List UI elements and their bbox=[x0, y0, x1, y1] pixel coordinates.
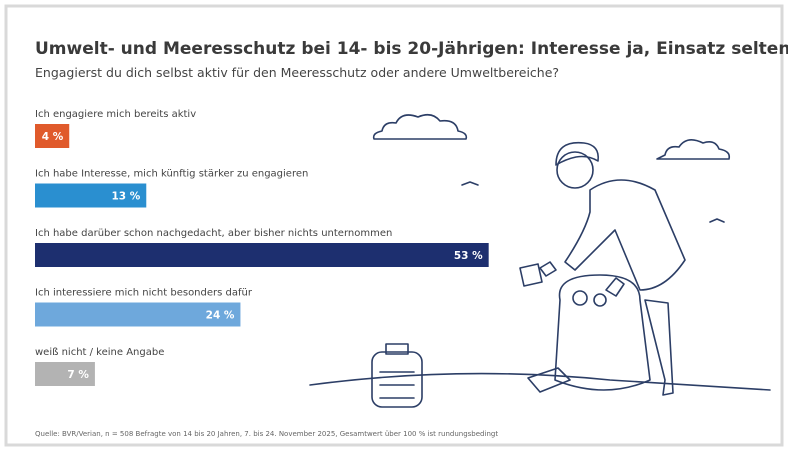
bar bbox=[35, 302, 241, 327]
category-label: Ich engagiere mich bereits aktiv bbox=[35, 109, 196, 120]
illustration bbox=[309, 113, 771, 408]
bar bbox=[35, 362, 95, 386]
bar bbox=[35, 124, 70, 148]
value-label: 13 % bbox=[111, 191, 140, 203]
category-label: weiß nicht / keine Angabe bbox=[35, 347, 164, 358]
category-label: Ich habe darüber schon nachgedacht, aber… bbox=[35, 228, 392, 239]
chart-subtitle: Engagierst du dich selbst aktiv für den … bbox=[35, 65, 559, 80]
value-label: 7 % bbox=[67, 369, 89, 381]
source: Quelle: BVR/Verian, n = 508 Befragte von… bbox=[35, 430, 498, 438]
category-label: Ich habe Interesse, mich künftig stärker… bbox=[35, 169, 308, 180]
bar bbox=[35, 183, 147, 208]
value-label: 53 % bbox=[454, 250, 483, 262]
chart-title: Umwelt- und Meeresschutz bei 14- bis 20-… bbox=[35, 39, 788, 59]
category-label: Ich interessiere mich nicht besonders da… bbox=[35, 288, 253, 299]
bar bbox=[35, 243, 489, 267]
value-label: 4 % bbox=[42, 131, 64, 143]
value-label: 24 % bbox=[206, 310, 235, 322]
